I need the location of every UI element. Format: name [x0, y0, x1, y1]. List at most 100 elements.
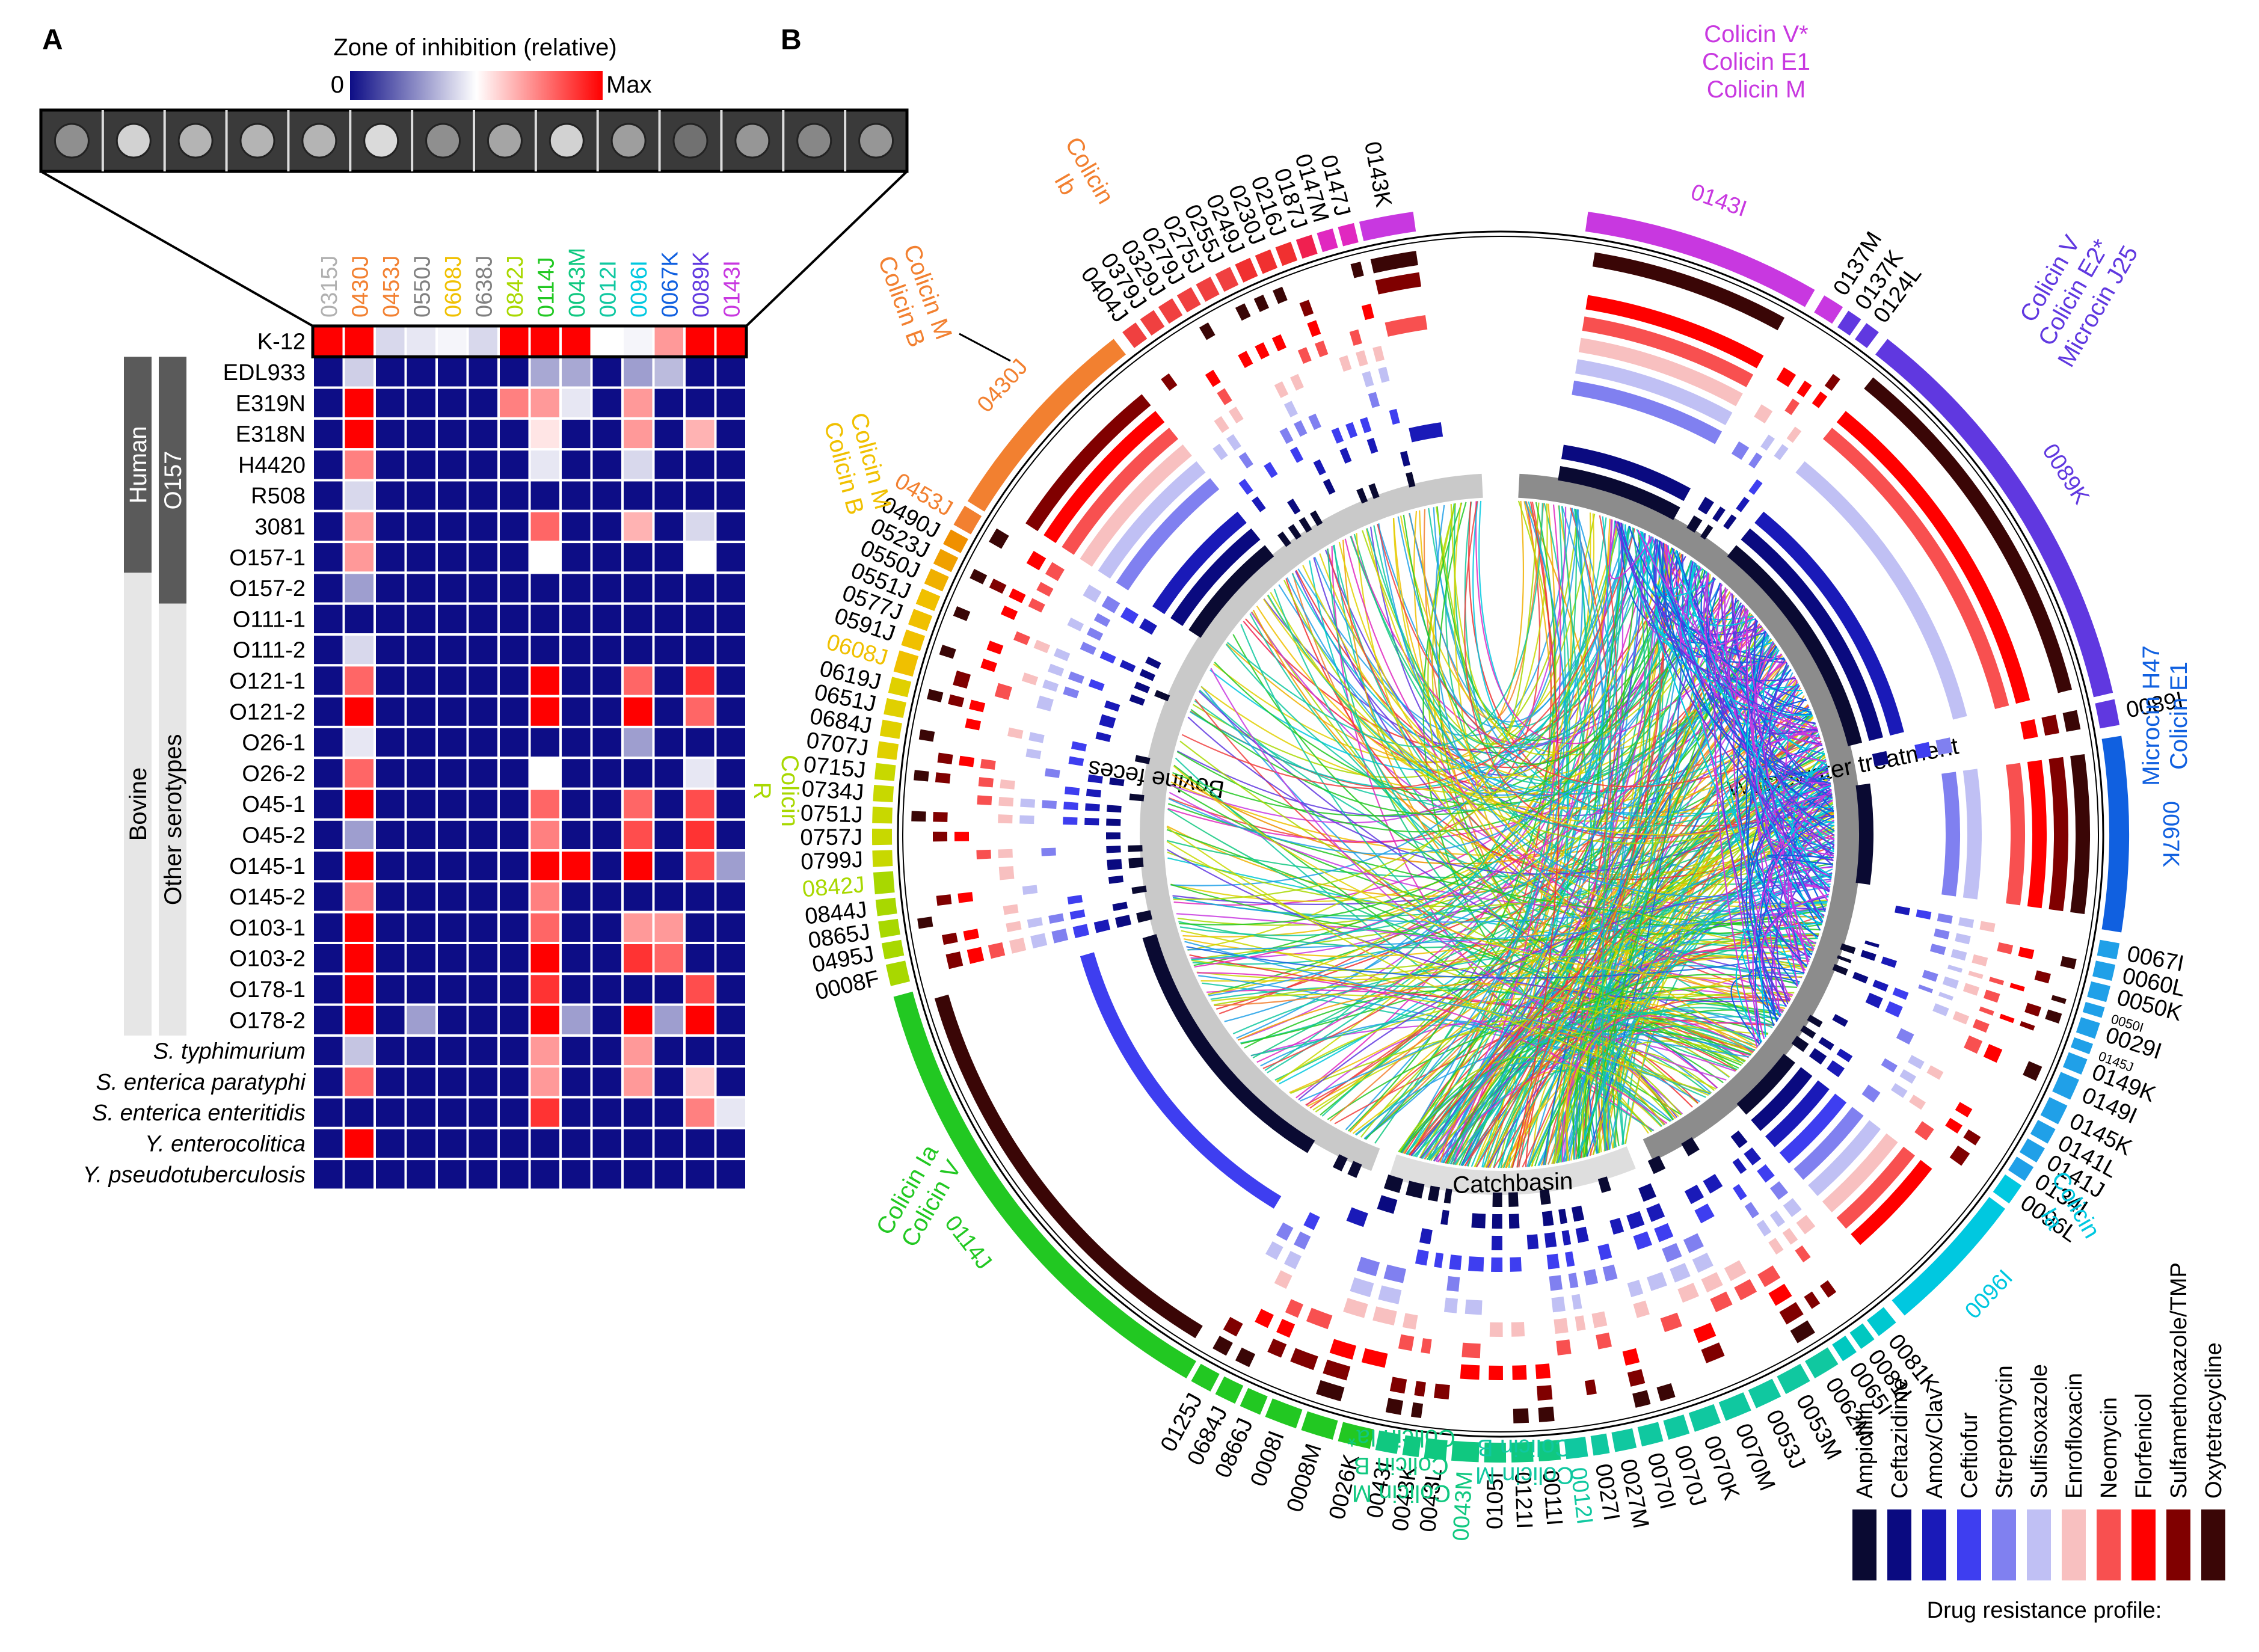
chord-link [1366, 522, 1621, 757]
resistance-track-bar [1009, 938, 1027, 954]
heatmap-cell [435, 448, 469, 482]
resistance-track-bar [1033, 639, 1051, 654]
resistance-track-bar [1372, 345, 1385, 362]
resistance-track-bar [1042, 679, 1059, 692]
chord-link [1762, 748, 1830, 892]
heatmap-cell [652, 633, 686, 667]
resistance-track-bar [1724, 1260, 1747, 1282]
row-label: O121-1 [229, 669, 306, 694]
chord-link [1166, 841, 1768, 1036]
heatmap-cell [497, 757, 531, 790]
row-group-label: Other serotypes [160, 734, 186, 906]
segment-label: 0734J [801, 776, 865, 806]
resistance-track-bar [1916, 909, 1932, 920]
resistance-track-bar [1021, 672, 1039, 686]
chord-link [1167, 801, 1833, 907]
resistance-track-bar [1465, 1299, 1483, 1315]
resistance-track-bar [1071, 741, 1087, 752]
heatmap-cell [435, 479, 469, 512]
resistance-track-bar [1309, 510, 1323, 526]
resistance-track-bar [1063, 817, 1078, 825]
heatmap-cell [528, 818, 562, 852]
segment-arc [901, 629, 926, 651]
heatmap-cell [590, 880, 624, 914]
segment-arc [1402, 1435, 1421, 1458]
heatmap-cell [590, 1096, 624, 1129]
resistance-track-bar [1584, 1379, 1597, 1396]
segment-arc [2082, 1001, 2105, 1018]
row-label: E318N [236, 422, 306, 447]
resistance-track-bar [918, 729, 935, 742]
resistance-track-bar [917, 917, 933, 929]
heatmap-cell [528, 972, 562, 1006]
resistance-track-bar [967, 947, 985, 964]
resistance-track-bar [945, 951, 964, 969]
heatmap-cell [312, 1126, 345, 1161]
heatmap-cell [373, 1065, 407, 1099]
resistance-track-bar [1323, 1359, 1351, 1381]
heatmap-cell [652, 1126, 686, 1161]
heatmap-cell [497, 910, 531, 944]
chord-link [1441, 508, 1604, 1164]
column-label: 0067K [657, 251, 683, 318]
drug-swatch [1887, 1509, 1911, 1580]
bacteriocin-label-line: Colicin [776, 755, 803, 827]
bacteriocin-label: Microcin H47 Colicin E1 [2138, 645, 2192, 785]
resistance-track-bar [1836, 1048, 1853, 1063]
heatmap-cell [466, 325, 500, 358]
chord-link [1198, 690, 1763, 1042]
segment-arc [943, 529, 968, 553]
resistance-track-bar [1999, 1013, 2015, 1024]
segment-arc [908, 609, 933, 631]
heatmap-cell [373, 1158, 407, 1191]
resistance-track-bar [1860, 950, 1876, 961]
heatmap-cell [497, 1158, 531, 1191]
resistance-track-bar [1744, 1147, 1762, 1165]
chord-link [1722, 609, 1783, 668]
heatmap-cell [466, 386, 500, 420]
resistance-track-bar [1188, 545, 1274, 638]
resistance-track-bar [1345, 422, 1358, 438]
resistance-track-bar [1899, 1069, 1917, 1084]
chord-link [1658, 540, 1835, 832]
resistance-track-bar [1356, 1256, 1380, 1277]
chord-link [1733, 610, 1791, 1001]
chord-link [1363, 501, 1566, 1140]
heatmap-cell [466, 479, 500, 512]
heatmap-cell [528, 448, 562, 482]
resistance-track-bar [1434, 1252, 1444, 1268]
resistance-track-bar [1751, 1067, 1813, 1131]
resistance-track-bar [933, 811, 948, 822]
heatmap-cell [528, 942, 562, 975]
resistance-track-bar [1114, 915, 1132, 928]
heatmap-cell [714, 664, 748, 698]
heatmap-cell [559, 787, 593, 821]
resistance-track-bar [1627, 1280, 1644, 1297]
segment-arc [1663, 1414, 1690, 1440]
heatmap-cell [373, 509, 407, 544]
heatmap-cell [312, 1065, 345, 1099]
chord-link [1450, 1012, 1761, 1165]
resistance-track-bar [1062, 428, 1179, 555]
drug-label: Amox/Clav [1922, 1388, 1947, 1499]
chord-link [1434, 505, 1831, 898]
heatmap-cell [621, 972, 655, 1006]
heatmap-cell [373, 880, 407, 914]
resistance-track-bar [1964, 1035, 1983, 1054]
heatmap-cell [466, 448, 500, 482]
heatmap-cell [342, 509, 376, 544]
heatmap-cell [435, 1003, 469, 1037]
heatmap-cell [714, 633, 748, 667]
heatmap-cell [652, 1158, 686, 1191]
heatmap-cell [683, 818, 717, 852]
heatmap-cell [590, 942, 624, 975]
resistance-track-bar [1402, 1313, 1418, 1330]
heatmap-cell [497, 355, 531, 389]
heatmap-cell [621, 479, 655, 512]
chord-link [1478, 500, 1833, 814]
panel-label-b: B [781, 24, 802, 56]
resistance-track-bar [1349, 329, 1362, 346]
row-label: K-12 [257, 330, 306, 355]
heatmap-cell [312, 509, 345, 544]
chord-link [1392, 518, 1827, 908]
